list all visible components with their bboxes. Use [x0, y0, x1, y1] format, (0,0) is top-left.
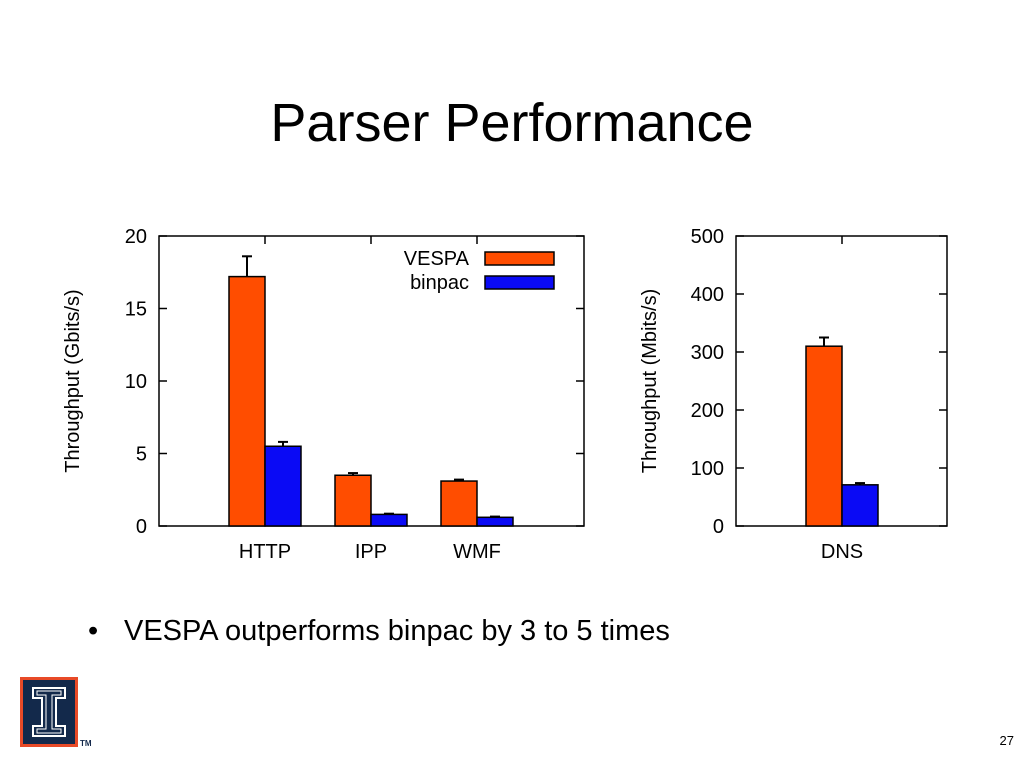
y-tick-label: 5 [136, 444, 147, 466]
y-axis-title: Throughput (Gbits/s) [62, 289, 84, 472]
bar-vespa-dns [805, 345, 843, 527]
y-tick-label: 500 [691, 226, 724, 248]
y-tick-label: 10 [125, 371, 147, 393]
y-tick-label: 20 [125, 226, 147, 248]
y-tick-label: 200 [691, 400, 724, 422]
x-category-label: IPP [355, 541, 387, 563]
y-tick-label: 15 [125, 299, 147, 321]
y-axis-title: Throughput (Mbits/s) [639, 289, 661, 474]
bullet-text: VESPA outperforms binpac by 3 to 5 times [124, 615, 670, 647]
y-tick-label: 100 [691, 458, 724, 480]
y-tick-label: 0 [136, 516, 147, 538]
university-logo [20, 677, 78, 747]
block-i-icon [32, 687, 66, 737]
y-tick-label: 0 [713, 516, 724, 538]
bar-binpac-http [264, 445, 302, 527]
x-category-label: WMF [453, 541, 501, 563]
legend-label-binpac: binpac [410, 272, 469, 294]
trademark-mark: TM [80, 739, 92, 748]
bar-vespa-wmf [440, 480, 478, 527]
bullet-item: • VESPA outperforms binpac by 3 to 5 time… [88, 614, 670, 649]
bar-vespa-ipp [334, 474, 372, 527]
slide-title: Parser Performance [270, 93, 754, 153]
y-tick-label: 400 [691, 284, 724, 306]
legend-label-vespa: VESPA [404, 248, 470, 270]
legend-swatch-vespa [484, 251, 555, 266]
legend-swatch-binpac [484, 275, 555, 290]
y-tick-label: 300 [691, 342, 724, 364]
page-number: 27 [999, 733, 1014, 748]
x-category-label: DNS [821, 541, 863, 563]
bullet-marker: • [88, 615, 99, 647]
x-category-label: HTTP [239, 541, 291, 563]
bar-binpac-dns [841, 484, 879, 527]
